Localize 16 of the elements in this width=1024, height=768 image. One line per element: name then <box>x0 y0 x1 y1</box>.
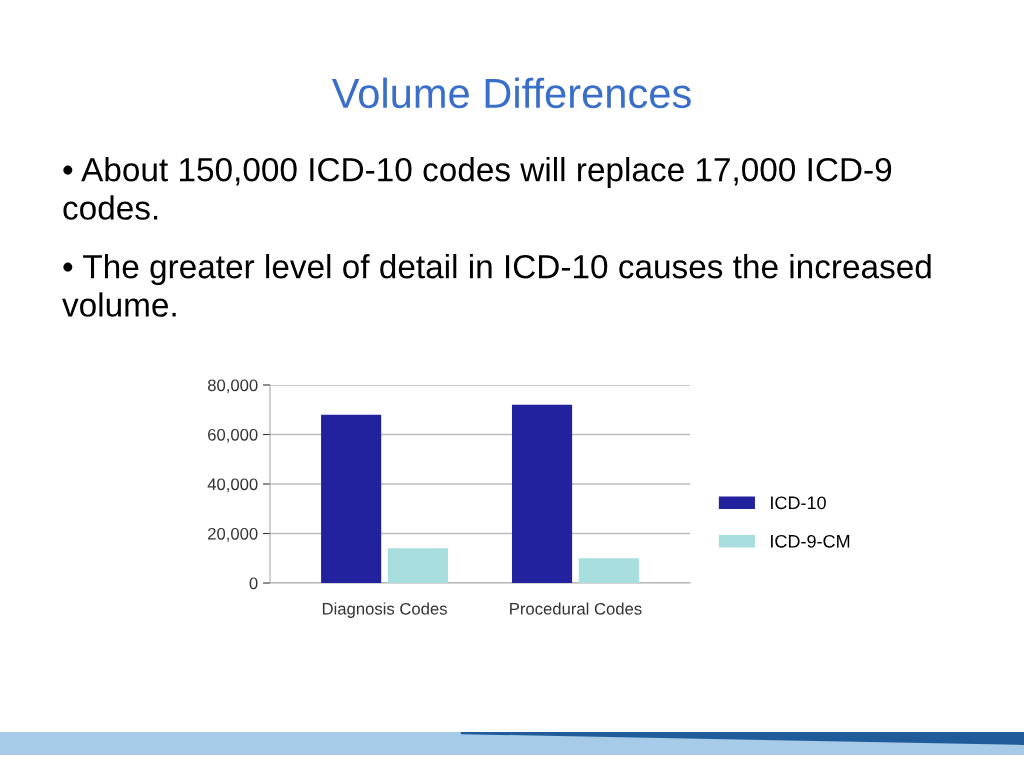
bar <box>321 414 382 583</box>
legend-label: ICD-10 <box>771 496 826 510</box>
bar <box>511 404 573 583</box>
y-tick-label: 0 <box>249 577 258 590</box>
y-tick-label: 60,000 <box>208 428 258 443</box>
x-tick-label: Diagnosis Codes <box>322 602 447 618</box>
text: • The greater level of detail in ICD-10 causes the increased volume. <box>62 254 931 317</box>
y-tick-label: 40,000 <box>207 478 258 493</box>
y-tick-label: 20,000 <box>208 527 258 542</box>
bar <box>578 558 639 583</box>
bar <box>387 548 449 583</box>
x-tick-label: Procedural Codes <box>510 602 642 615</box>
legend-label: ICD-9-CM <box>771 534 850 548</box>
chart-title: Volume Differences <box>331 77 691 109</box>
text: • About 150,000 ICD-10 codes will replace 17,000 ICD-9 codes. <box>63 157 892 220</box>
y-tick-label: 80,000 <box>207 379 258 394</box>
